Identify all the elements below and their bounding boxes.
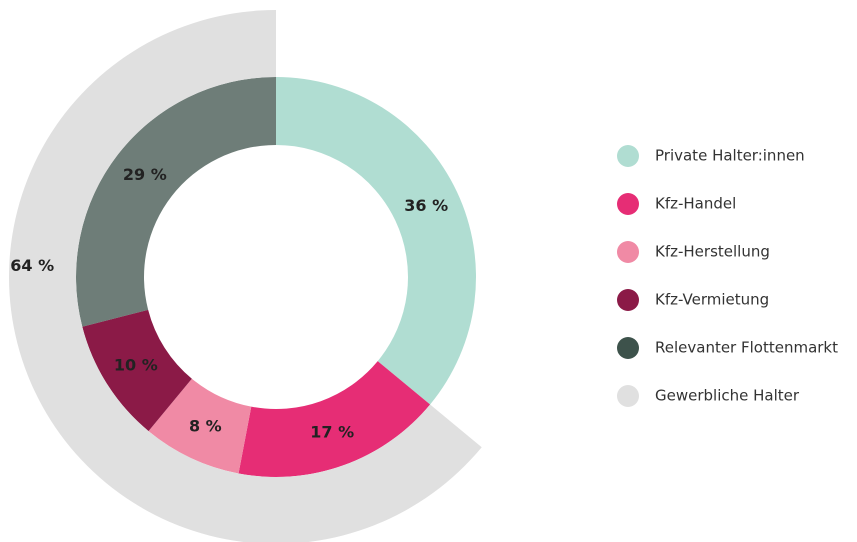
legend-swatch [617, 145, 639, 167]
legend-label: Gewerbliche Halter [655, 387, 800, 405]
data-label: 36 % [404, 196, 448, 215]
legend-label: Relevanter Flottenmarkt [655, 339, 838, 357]
donut-segment [82, 309, 192, 432]
donut-segment [148, 378, 252, 474]
donut-segment [76, 77, 276, 327]
legend-label: Kfz-Herstellung [655, 243, 770, 261]
legend-label: Private Halter:innen [655, 147, 805, 165]
data-label: 8 % [189, 417, 222, 436]
donut-segment [238, 361, 431, 477]
outer-segment [9, 10, 482, 542]
data-label: 10 % [114, 355, 158, 374]
legend-swatch [617, 337, 639, 359]
legend-label: Kfz-Vermietung [655, 291, 769, 309]
data-label: 64 % [10, 256, 54, 275]
data-label: 17 % [310, 423, 354, 442]
legend-swatch [617, 385, 639, 407]
legend-label: Kfz-Handel [655, 195, 736, 213]
legend-swatch [617, 241, 639, 263]
donut-segment [276, 77, 476, 405]
data-label: 29 % [123, 165, 167, 184]
legend-swatch [617, 193, 639, 215]
legend-swatch [617, 289, 639, 311]
